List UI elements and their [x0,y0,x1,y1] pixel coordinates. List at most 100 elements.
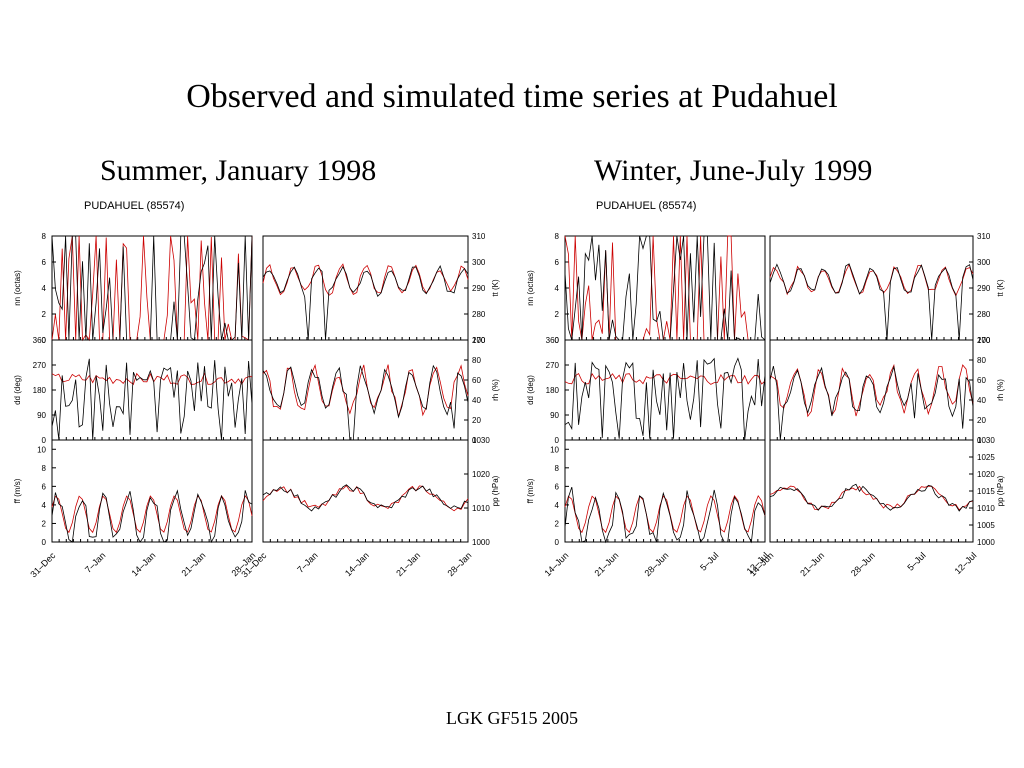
observed-series-line [262,364,469,441]
y-tick-label: 2 [42,519,47,528]
observed-series-line [51,489,253,544]
y-tick-label: 310 [977,232,991,241]
y-tick-label: 0 [977,436,982,445]
winter-subtitle: Winter, June-July 1999 [594,154,873,187]
x-tick-label: 5–Jul [698,550,720,572]
subplot-frame [769,439,974,543]
subplot-frame [51,439,253,543]
y-tick-label: 6 [42,482,47,491]
y-tick-label: 8 [42,464,47,473]
y-tick-label: 290 [977,284,991,293]
subplot-frame [564,339,766,441]
observed-series-line [769,365,974,441]
x-tick-label: 5–Jul [905,550,927,572]
x-tick-label: 7–Jan [295,550,319,574]
y-tick-label: 0 [555,436,560,445]
y-tick-label: 1010 [977,504,995,513]
subplot-frame [564,439,766,543]
y-tick-label: 180 [33,386,47,395]
simulated-series-line [564,235,765,341]
simulated-series-line [769,363,974,418]
y-tick-label: 60 [472,376,481,385]
y-axis-label: rh (%) [491,379,500,401]
y-tick-label: 4 [555,501,560,510]
observed-series-line [51,235,253,341]
slide-title: Observed and simulated time series at Pu… [186,78,838,115]
y-tick-label: 270 [33,361,47,370]
y-tick-label: 360 [33,336,47,345]
y-tick-label: 60 [977,376,986,385]
y-tick-label: 1010 [472,504,490,513]
y-tick-label: 100 [472,336,486,345]
y-tick-label: 40 [472,396,481,405]
simulated-series-line [262,485,469,512]
y-tick-label: 1015 [977,487,995,496]
simulated-series-line [51,494,253,534]
y-tick-label: 0 [42,436,47,445]
y-tick-label: 360 [546,336,560,345]
y-tick-label: 90 [550,411,559,420]
y-tick-label: 80 [472,356,481,365]
y-tick-label: 100 [977,336,991,345]
observed-series-line [564,357,766,441]
simulated-series-line [564,372,766,385]
y-tick-label: 1025 [977,453,995,462]
station-label: PUDAHUEL (85574) [84,200,184,212]
y-tick-label: 270 [472,336,486,345]
y-tick-label: 20 [977,416,986,425]
x-tick-label: 21–Jan [394,550,422,578]
y-axis-label: tt (K) [491,279,500,297]
y-tick-label: 90 [37,411,46,420]
y-axis-label: dd (deg) [526,375,535,405]
x-tick-label: 21–Jan [179,550,207,578]
y-tick-label: 1030 [977,436,995,445]
subplot-frame [769,339,974,441]
y-tick-label: 1020 [472,470,490,479]
y-axis-label: ff (m/s) [526,478,535,503]
x-tick-label: 28–Jan [445,550,473,578]
y-axis-label: nn (octas) [526,270,535,306]
x-tick-label: 21–Jun [592,550,620,578]
y-axis-label: dd (deg) [13,375,22,405]
y-tick-label: 1020 [977,470,995,479]
y-tick-label: 280 [472,310,486,319]
y-tick-label: 8 [555,464,560,473]
y-tick-label: 280 [977,310,991,319]
y-tick-label: 290 [472,284,486,293]
y-axis-label: pp (hPa) [491,475,500,506]
x-tick-label: 14–Jan [343,550,371,578]
y-tick-label: 8 [42,232,47,241]
y-tick-label: 1005 [977,521,995,530]
y-tick-label: 4 [42,284,47,293]
x-tick-label: 28–Jun [642,550,670,578]
y-axis-label: pp (hPa) [996,475,1005,506]
y-tick-label: 180 [546,386,560,395]
y-tick-label: 1030 [472,436,490,445]
y-tick-label: 2 [42,310,47,319]
y-tick-label: 300 [977,258,991,267]
y-tick-label: 40 [977,396,986,405]
y-tick-label: 8 [555,232,560,241]
y-tick-label: 0 [555,336,560,345]
x-tick-label: 14–Jun [542,550,570,578]
observed-series-line [564,486,766,544]
y-tick-label: 1000 [977,538,995,547]
subplot-frame [262,235,469,341]
subplot-frame [262,439,469,543]
observed-series-line [262,484,469,512]
y-tick-label: 80 [977,356,986,365]
y-axis-label: ff (m/s) [13,478,22,503]
simulated-series-line [564,494,766,534]
y-tick-label: 6 [42,258,47,267]
station-label: PUDAHUEL (85574) [596,200,696,212]
y-tick-label: 20 [472,416,481,425]
y-tick-label: 310 [472,232,486,241]
y-tick-label: 2 [555,519,560,528]
observed-series-line [769,483,974,512]
observed-series-line [769,263,974,341]
y-tick-label: 270 [546,361,560,370]
y-tick-label: 10 [550,445,559,454]
x-tick-label: 31–Dec [28,550,57,579]
y-tick-label: 0 [42,336,47,345]
